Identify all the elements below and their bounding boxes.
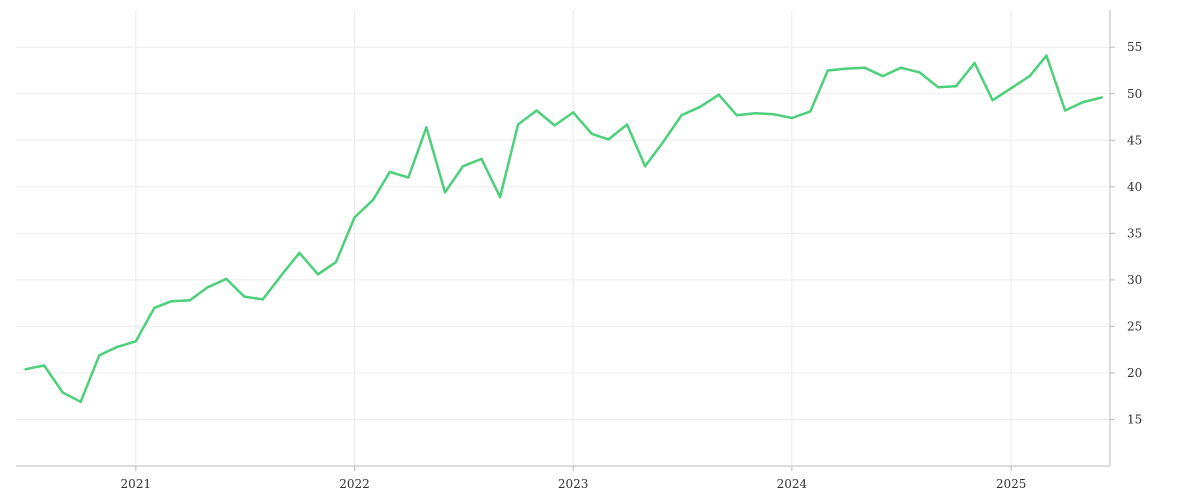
- data-point: [516, 123, 520, 126]
- data-point: [461, 165, 465, 168]
- data-point: [845, 67, 848, 70]
- data-point: [535, 109, 538, 112]
- series-line: [24, 54, 1103, 404]
- data-point: [1100, 96, 1103, 99]
- data-point: [480, 157, 483, 161]
- x-tick-label: 2023: [558, 477, 589, 491]
- series-layer: [24, 54, 1103, 404]
- y-tick-label: 30: [1127, 273, 1142, 287]
- x-tick-label: 2024: [777, 477, 808, 491]
- data-point: [991, 99, 994, 102]
- grid-lines: [16, 10, 1110, 466]
- data-point: [954, 85, 958, 88]
- data-point: [425, 126, 428, 129]
- data-point: [153, 306, 156, 309]
- data-point: [625, 123, 629, 126]
- data-point: [334, 261, 338, 264]
- data-point: [188, 299, 191, 302]
- data-point: [1045, 54, 1048, 57]
- data-point: [590, 132, 593, 135]
- y-tick-label: 15: [1127, 412, 1142, 426]
- data-point: [553, 124, 556, 127]
- data-point: [699, 105, 702, 109]
- data-point: [498, 195, 502, 199]
- data-point: [899, 66, 903, 69]
- data-point: [43, 364, 46, 367]
- y-tick-label: 25: [1127, 319, 1142, 333]
- data-point: [863, 66, 866, 69]
- data-point: [1063, 109, 1067, 112]
- data-point: [790, 116, 794, 120]
- data-point: [973, 61, 976, 65]
- axes: [16, 10, 1115, 471]
- data-point: [680, 114, 683, 117]
- y-tick-label: 45: [1127, 133, 1142, 147]
- data-point: [298, 251, 301, 255]
- data-point: [371, 198, 375, 201]
- data-point: [116, 345, 119, 349]
- y-tick-label: 50: [1127, 87, 1142, 101]
- data-point: [1081, 100, 1085, 104]
- x-tick-label: 2022: [339, 477, 370, 491]
- data-point: [754, 112, 757, 115]
- data-point: [98, 354, 101, 357]
- y-tick-label: 20: [1127, 366, 1142, 380]
- data-point: [170, 300, 173, 303]
- data-point: [1028, 74, 1031, 78]
- data-point: [826, 69, 829, 72]
- data-point: [24, 368, 27, 371]
- data-point: [772, 113, 775, 116]
- data-point: [61, 391, 64, 394]
- data-point: [316, 273, 320, 276]
- data-point: [353, 216, 356, 219]
- data-point: [388, 170, 392, 174]
- data-point: [918, 71, 921, 74]
- x-tick-label: 2025: [996, 477, 1027, 491]
- data-point: [717, 93, 720, 96]
- data-point: [1009, 87, 1013, 90]
- data-point: [936, 86, 940, 89]
- y-tick-label: 40: [1127, 180, 1142, 194]
- data-point: [206, 286, 209, 289]
- data-point: [134, 340, 137, 343]
- data-point: [225, 277, 228, 281]
- data-point: [261, 298, 264, 301]
- data-point: [643, 165, 647, 168]
- data-point: [607, 138, 610, 141]
- data-point: [809, 110, 812, 113]
- data-point: [662, 140, 665, 143]
- data-point: [443, 191, 447, 194]
- data-point: [407, 176, 410, 179]
- data-point: [280, 274, 283, 277]
- y-tick-label: 55: [1127, 40, 1142, 54]
- x-tick-label: 2021: [121, 477, 152, 491]
- data-point: [735, 114, 738, 117]
- data-point: [572, 111, 575, 114]
- y-tick-label: 35: [1127, 226, 1142, 240]
- data-point: [881, 74, 885, 78]
- data-point: [79, 400, 82, 403]
- data-point: [243, 295, 246, 298]
